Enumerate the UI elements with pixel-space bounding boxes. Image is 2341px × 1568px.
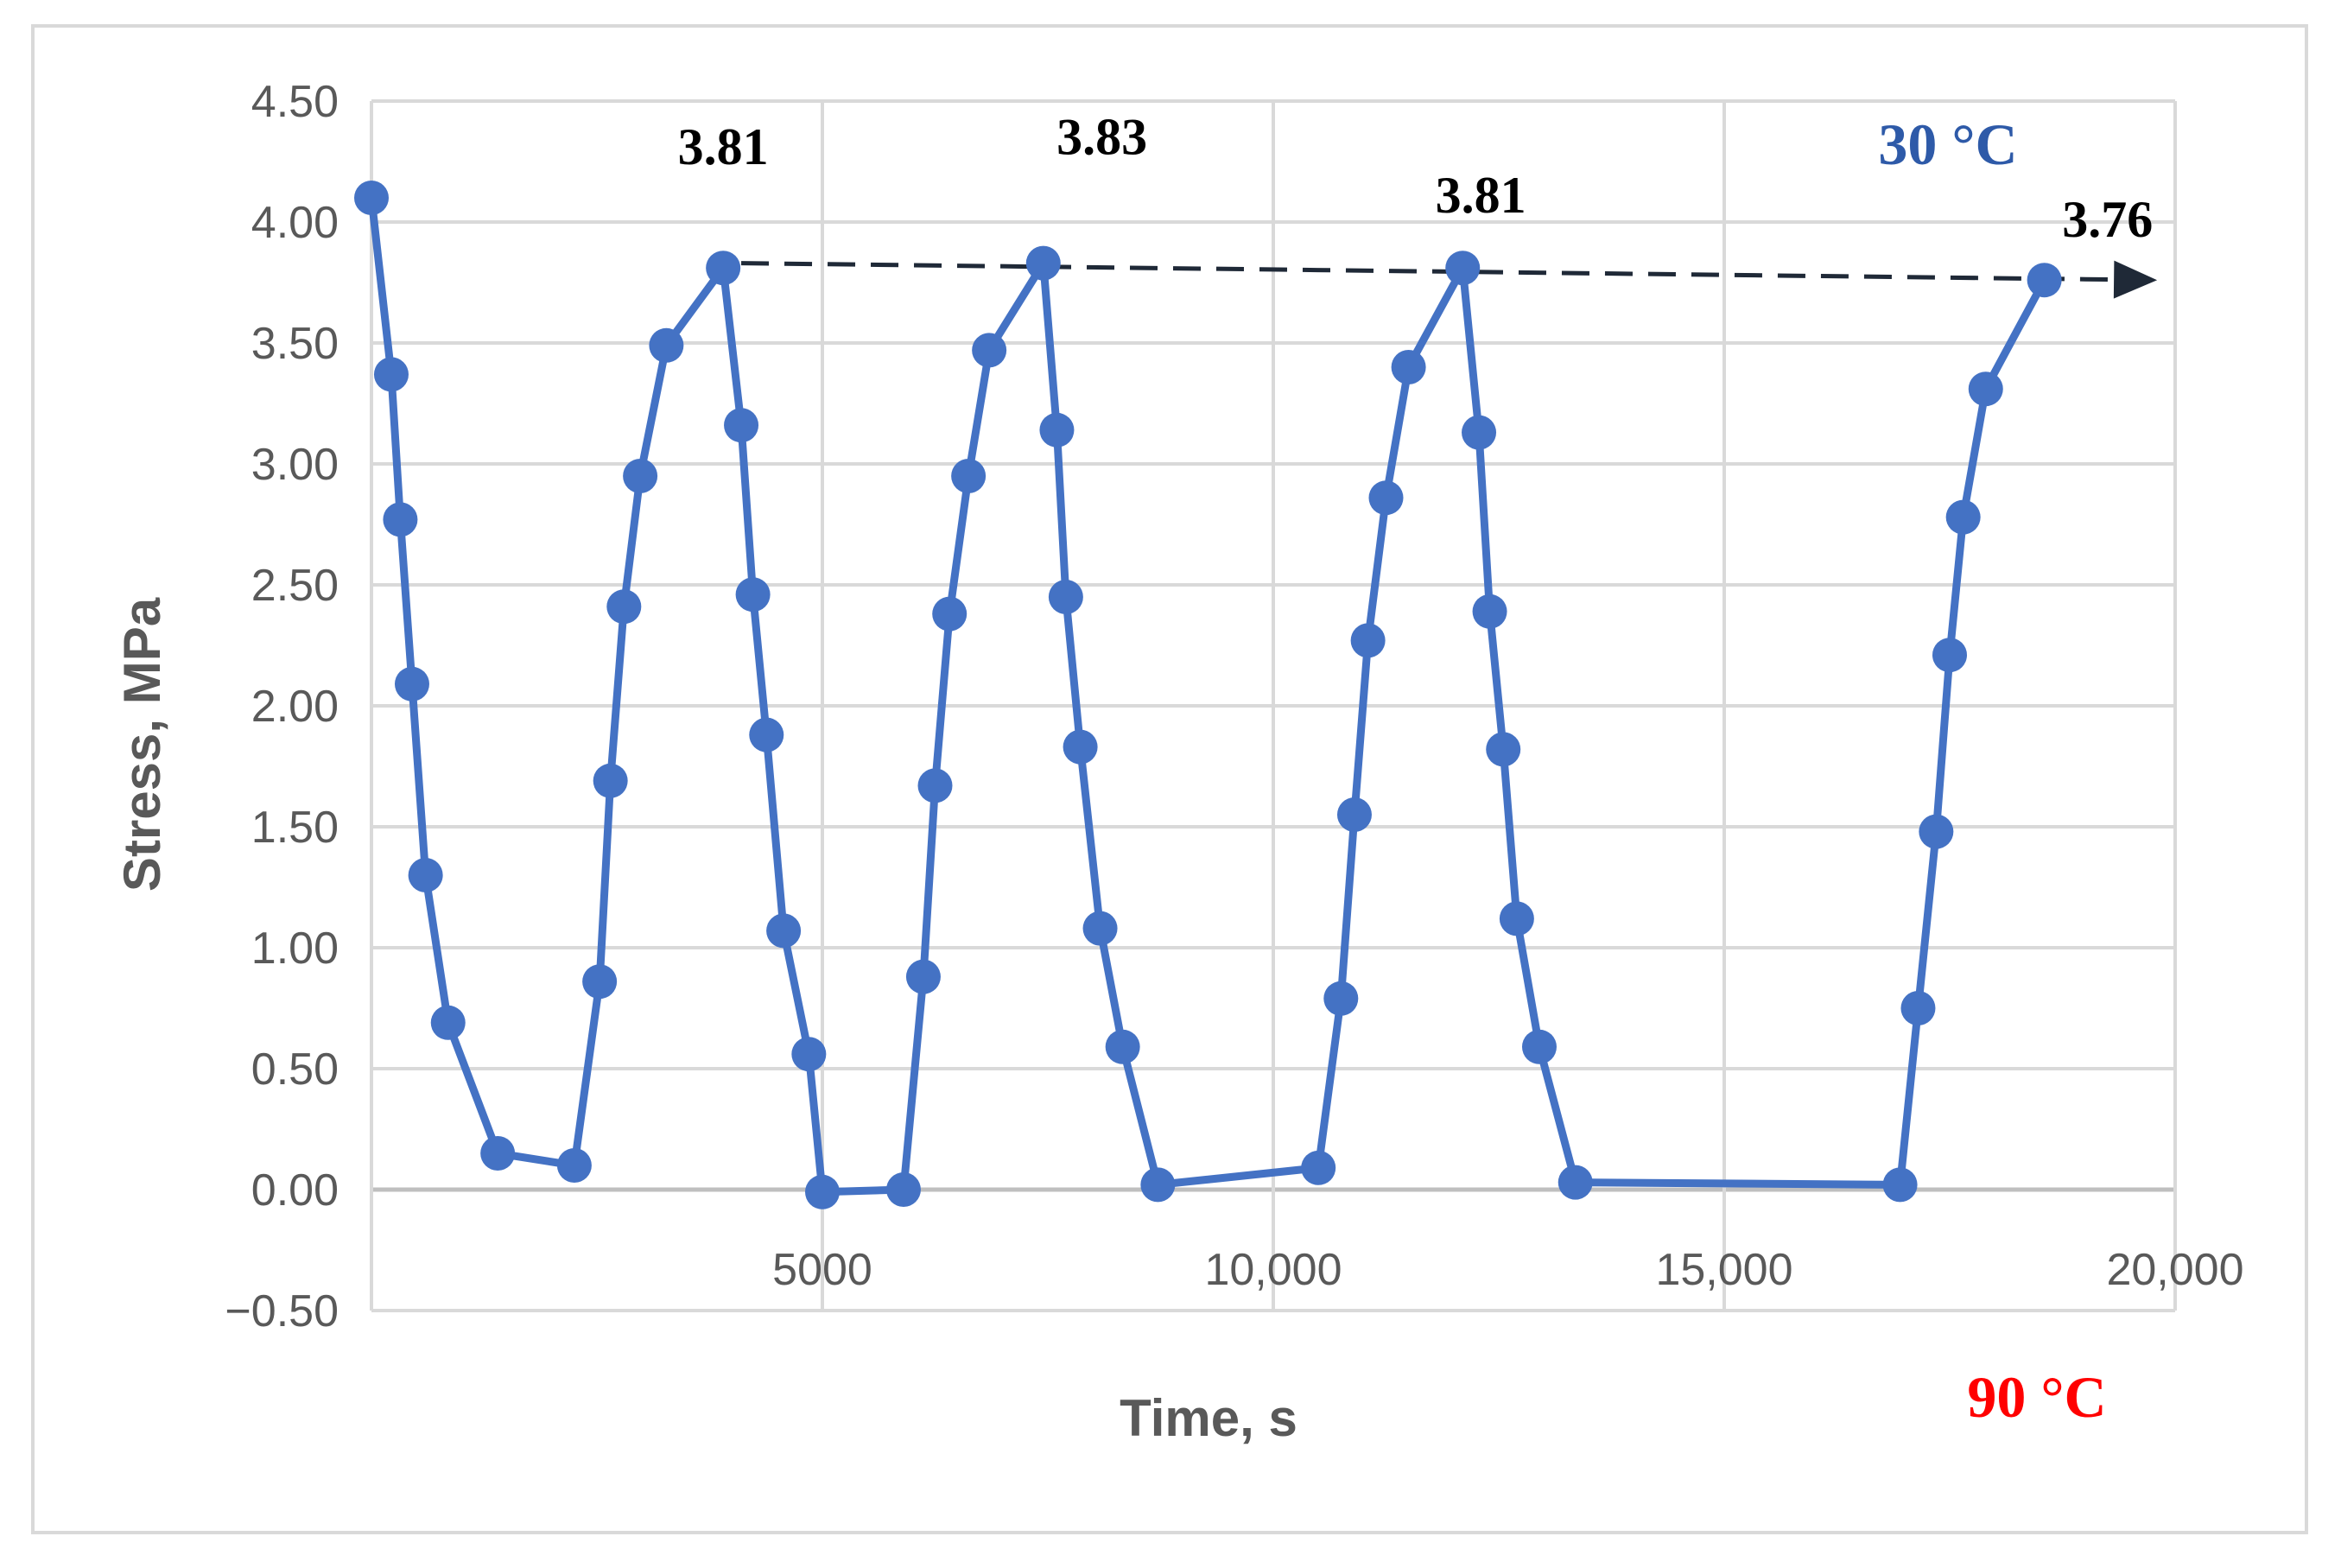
data-point xyxy=(1323,981,1359,1016)
data-point xyxy=(749,717,784,752)
data-point xyxy=(649,327,684,363)
trend-arrow-head xyxy=(2113,260,2158,299)
trend-arrow xyxy=(741,260,2158,299)
data-point xyxy=(1039,412,1075,448)
data-point xyxy=(1486,732,1521,767)
data-point xyxy=(1882,1167,1918,1203)
y-tick-label: −0.50 xyxy=(225,1286,339,1336)
data-point xyxy=(623,459,658,493)
data-point xyxy=(1968,371,2003,407)
data-point xyxy=(706,251,741,286)
data-point xyxy=(354,181,389,215)
peak-value-label: 3.83 xyxy=(1056,109,1147,166)
data-point xyxy=(556,1148,592,1183)
trend-arrow-line xyxy=(741,261,2115,282)
data-point xyxy=(1082,911,1118,946)
series xyxy=(354,181,2062,1209)
data-point xyxy=(1521,1029,1557,1064)
data-point xyxy=(593,763,628,798)
data-point xyxy=(1105,1029,1140,1064)
data-point xyxy=(1301,1150,1336,1185)
peak-value-label: 3.81 xyxy=(678,118,769,175)
data-point xyxy=(1945,499,1981,535)
annotations: 3.81 3.83 3.81 3.76 xyxy=(678,109,2154,248)
data-point xyxy=(430,1005,466,1040)
data-point xyxy=(972,333,1007,368)
y-tick-label: 0.50 xyxy=(251,1044,339,1095)
x-tick-label: 10,000 xyxy=(1204,1245,1342,1295)
y-tick-label: 1.00 xyxy=(251,924,339,974)
data-point xyxy=(408,858,443,892)
data-point xyxy=(766,913,802,949)
data-point xyxy=(905,959,941,994)
data-point xyxy=(805,1174,840,1209)
y-tick-label: 0.00 xyxy=(251,1165,339,1216)
tick-labels: 4.50 4.00 3.50 3.00 2.50 2.00 1.50 1.00 0.50 0.00… xyxy=(225,77,2243,1336)
x-tick-label: 5000 xyxy=(772,1245,872,1295)
temp-label-30c: 30 °C xyxy=(1878,111,2017,177)
data-point xyxy=(1462,415,1497,450)
y-tick-label: 4.50 xyxy=(251,77,339,127)
y-tick-label: 4.00 xyxy=(251,198,339,248)
data-point xyxy=(373,357,409,392)
data-point xyxy=(606,589,642,625)
data-point xyxy=(885,1172,921,1207)
data-point xyxy=(951,459,987,493)
y-tick-label: 2.00 xyxy=(251,682,339,732)
data-point xyxy=(1900,991,1936,1025)
data-point xyxy=(1557,1165,1593,1200)
data-point xyxy=(2027,263,2062,298)
data-point xyxy=(917,768,953,803)
data-point xyxy=(1391,350,1426,384)
peak-value-label: 3.81 xyxy=(1436,167,1526,224)
data-point xyxy=(1368,480,1404,516)
series-line xyxy=(367,197,2048,1197)
y-tick-label: 2.50 xyxy=(251,561,339,611)
data-point xyxy=(1932,638,1967,673)
y-tick-label: 1.50 xyxy=(251,803,339,853)
data-point xyxy=(724,408,759,443)
data-point xyxy=(1336,797,1372,832)
data-point xyxy=(1350,623,1386,658)
data-point xyxy=(1445,251,1481,286)
data-point xyxy=(394,666,429,701)
data-point xyxy=(383,502,418,537)
data-point xyxy=(1048,580,1083,614)
data-point xyxy=(582,964,618,1000)
data-point xyxy=(1063,729,1098,765)
peak-value-label: 3.76 xyxy=(2062,191,2153,248)
data-point xyxy=(932,596,967,632)
x-tick-label: 15,000 xyxy=(1655,1245,1792,1295)
temp-label-90c: 90 °C xyxy=(1967,1364,2106,1430)
x-axis-title: Time, s xyxy=(1120,1389,1297,1447)
data-point xyxy=(1025,245,1061,281)
data-point xyxy=(480,1136,516,1171)
data-point xyxy=(1499,901,1534,936)
data-point xyxy=(735,577,771,613)
grid xyxy=(370,99,2177,1312)
data-point xyxy=(791,1037,827,1072)
data-point xyxy=(1919,814,1954,849)
y-axis-title: Stress, MPa xyxy=(113,597,171,892)
data-point xyxy=(1140,1167,1176,1203)
y-tick-label: 3.00 xyxy=(251,440,339,490)
x-tick-label: 20,000 xyxy=(2106,1245,2243,1295)
y-tick-label: 3.50 xyxy=(251,319,339,369)
data-point xyxy=(1472,594,1507,629)
